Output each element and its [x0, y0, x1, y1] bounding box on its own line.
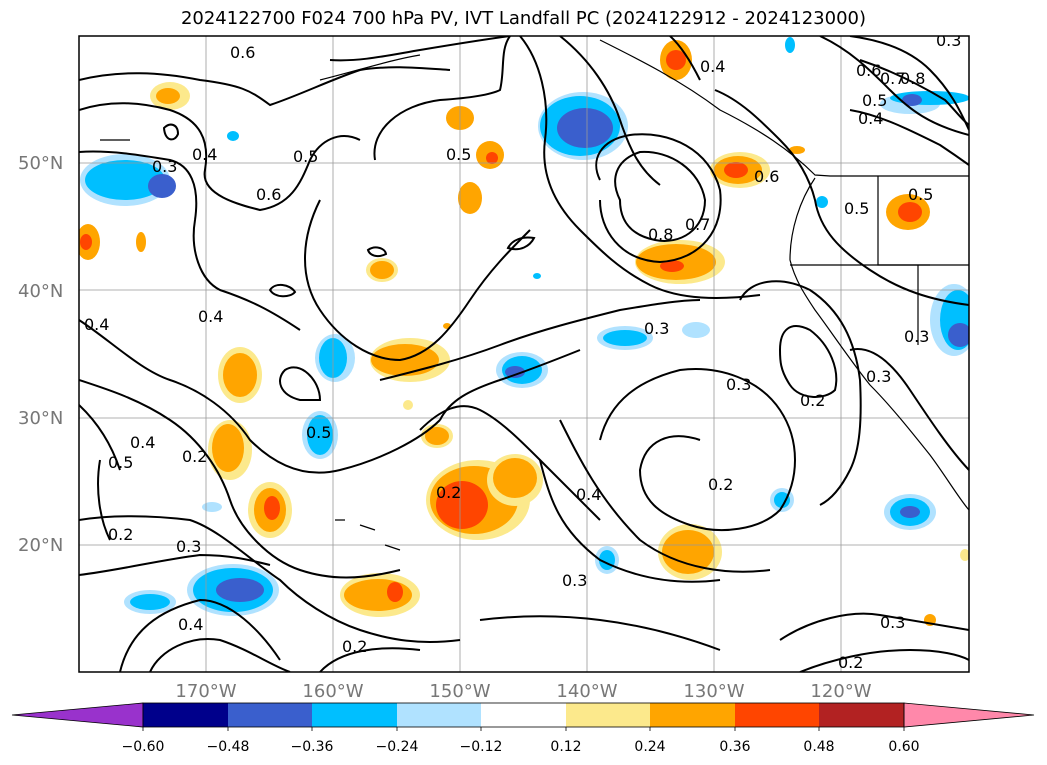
colorbar-tick-label: −0.36: [291, 739, 334, 755]
colorbar-extend-min: [11, 702, 144, 728]
contour-label: 0.5: [306, 423, 331, 442]
lon-label-170w: 170°W: [175, 681, 236, 702]
contour-label: 0.3: [936, 31, 961, 50]
colorbar-segment: [481, 703, 566, 727]
contour-label: 0.4: [576, 485, 601, 504]
colorbar-tick-label: 0.60: [888, 739, 919, 755]
colorbar-tick-label: 0.36: [719, 739, 750, 755]
contour-labels: 0.6 0.4 0.5 0.6 0.3 0.5 0.4 0.8 0.7 0.6 …: [84, 31, 961, 672]
contour-label: 0.5: [844, 199, 869, 218]
contour-label: 0.8: [648, 225, 673, 244]
contour-label: 0.2: [182, 447, 207, 466]
contour-label: 0.4: [700, 57, 725, 76]
colorbar-extend-max: [903, 702, 1035, 728]
colorbar-tick-label: −0.24: [376, 739, 419, 755]
contour-label: 0.6: [230, 43, 255, 62]
contour-label: 0.2: [108, 525, 133, 544]
lon-label-160w: 160°W: [302, 681, 363, 702]
contour-label: 0.4: [192, 145, 217, 164]
colorbar-tick-label: −0.60: [122, 739, 165, 755]
contour-label: 0.6: [256, 185, 281, 204]
contour-label: 0.6: [754, 167, 779, 186]
contour-label: 0.2: [838, 653, 863, 672]
contour-label: 0.5: [908, 185, 933, 204]
contour-label: 0.3: [866, 367, 891, 386]
contour-label: 0.4: [130, 433, 155, 452]
colorbar: −0.60 −0.48 −0.36 −0.24 −0.12 0.12 0.24 …: [11, 702, 1035, 755]
colorbar-segment: [143, 703, 228, 727]
contour-label: 0.3: [726, 375, 751, 394]
contour-label: 0.2: [708, 475, 733, 494]
contour-label: 0.6: [856, 61, 881, 80]
contour-label: 0.8: [900, 69, 925, 88]
contour-label: 0.7: [685, 215, 710, 234]
contour-label: 0.3: [644, 319, 669, 338]
colorbar-tick-label: 0.12: [550, 739, 581, 755]
colorbar-segment: [397, 703, 481, 727]
contour-label: 0.3: [176, 537, 201, 556]
colorbar-tick-label: −0.12: [460, 739, 503, 755]
lon-label-130w: 130°W: [683, 681, 744, 702]
lon-label-120w: 120°W: [810, 681, 871, 702]
colorbar-tick-label: −0.48: [207, 739, 250, 755]
lat-label-30n: 30°N: [18, 408, 63, 429]
colorbar-tick-label: 0.24: [634, 739, 665, 755]
colorbar-segment: [228, 703, 312, 727]
contour-label: 0.7: [880, 69, 905, 88]
pv-contours: [79, 36, 969, 672]
contour-label: 0.4: [198, 307, 223, 326]
graticule: [79, 36, 969, 672]
map-frame: [78, 35, 970, 673]
contour-label: 0.5: [293, 147, 318, 166]
colorbar-segment: [650, 703, 735, 727]
lat-label-20n: 20°N: [18, 535, 63, 556]
contour-label: 0.3: [904, 327, 929, 346]
contour-label: 0.5: [446, 145, 471, 164]
coastlines: [100, 39, 969, 551]
contour-label: 0.4: [178, 615, 203, 634]
lon-label-150w: 150°W: [429, 681, 490, 702]
lat-label-50n: 50°N: [18, 153, 63, 174]
colorbar-tick-label: 0.48: [803, 739, 834, 755]
chart-title: 2024122700 F024 700 hPa PV, IVT Landfall…: [180, 8, 867, 29]
lat-label-40n: 40°N: [18, 281, 63, 302]
contour-label: 0.2: [342, 637, 367, 656]
contour-label: 0.2: [436, 483, 461, 502]
latitude-labels: 50°N 40°N 30°N 20°N: [18, 153, 63, 556]
contour-label: 0.3: [152, 157, 177, 176]
contour-label: 0.3: [562, 571, 587, 590]
contour-label: 0.5: [862, 91, 887, 110]
colorbar-segment: [566, 703, 650, 727]
colorbar-segment: [312, 703, 397, 727]
colorbar-segment: [819, 703, 904, 727]
contour-label: 0.5: [108, 453, 133, 472]
contour-label: 0.4: [84, 315, 109, 334]
contour-label: 0.4: [858, 109, 883, 128]
contour-label: 0.3: [880, 613, 905, 632]
colorbar-segment: [735, 703, 819, 727]
longitude-labels: 170°W 160°W 150°W 140°W 130°W 120°W: [175, 681, 871, 702]
lon-label-140w: 140°W: [556, 681, 617, 702]
contour-label: 0.2: [800, 391, 825, 410]
